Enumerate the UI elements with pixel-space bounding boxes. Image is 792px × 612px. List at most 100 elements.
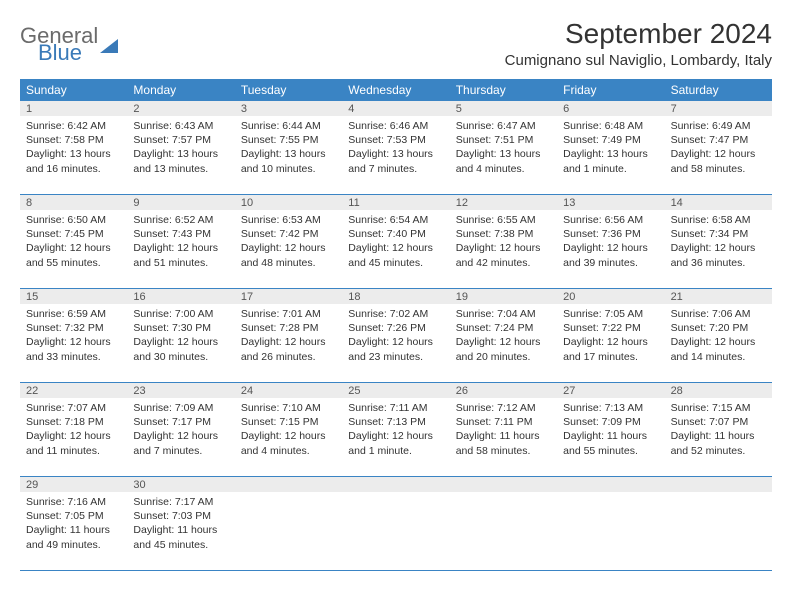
sunset-text: Sunset: 7:53 PM — [348, 133, 443, 147]
day-number: 12 — [450, 195, 557, 210]
day-number-row: 1234567 — [20, 101, 772, 116]
daylight-text: Daylight: 12 hours and 48 minutes. — [241, 241, 336, 269]
sunset-text: Sunset: 7:07 PM — [671, 415, 766, 429]
weekday-label: Saturday — [665, 79, 772, 101]
sunrise-text: Sunrise: 7:11 AM — [348, 401, 443, 415]
day-cell: Sunrise: 7:07 AMSunset: 7:18 PMDaylight:… — [20, 398, 127, 476]
sunrise-text: Sunrise: 6:48 AM — [563, 119, 658, 133]
day-cell-body: Sunrise: 7:04 AMSunset: 7:24 PMDaylight:… — [456, 307, 551, 364]
day-cell: Sunrise: 6:49 AMSunset: 7:47 PMDaylight:… — [665, 116, 772, 194]
day-number: 26 — [450, 383, 557, 398]
sunset-text: Sunset: 7:13 PM — [348, 415, 443, 429]
day-cell: Sunrise: 6:54 AMSunset: 7:40 PMDaylight:… — [342, 210, 449, 288]
weekday-label: Thursday — [450, 79, 557, 101]
sunrise-text: Sunrise: 7:04 AM — [456, 307, 551, 321]
sunrise-text: Sunrise: 6:52 AM — [133, 213, 228, 227]
sunrise-text: Sunrise: 6:58 AM — [671, 213, 766, 227]
week-row: Sunrise: 7:16 AMSunset: 7:05 PMDaylight:… — [20, 492, 772, 571]
weekday-header: Sunday Monday Tuesday Wednesday Thursday… — [20, 79, 772, 101]
day-cell: Sunrise: 6:43 AMSunset: 7:57 PMDaylight:… — [127, 116, 234, 194]
day-cell-body: Sunrise: 6:42 AMSunset: 7:58 PMDaylight:… — [26, 119, 121, 176]
day-number: 8 — [20, 195, 127, 210]
day-cell: Sunrise: 6:44 AMSunset: 7:55 PMDaylight:… — [235, 116, 342, 194]
day-cell-body: Sunrise: 6:47 AMSunset: 7:51 PMDaylight:… — [456, 119, 551, 176]
daylight-text: Daylight: 12 hours and 55 minutes. — [26, 241, 121, 269]
sunrise-text: Sunrise: 6:59 AM — [26, 307, 121, 321]
daylight-text: Daylight: 12 hours and 36 minutes. — [671, 241, 766, 269]
sunset-text: Sunset: 7:49 PM — [563, 133, 658, 147]
day-cell: Sunrise: 6:55 AMSunset: 7:38 PMDaylight:… — [450, 210, 557, 288]
sunset-text: Sunset: 7:30 PM — [133, 321, 228, 335]
weekday-label: Monday — [127, 79, 234, 101]
day-cell: Sunrise: 7:15 AMSunset: 7:07 PMDaylight:… — [665, 398, 772, 476]
day-cell-body: Sunrise: 7:06 AMSunset: 7:20 PMDaylight:… — [671, 307, 766, 364]
week-row: Sunrise: 6:59 AMSunset: 7:32 PMDaylight:… — [20, 304, 772, 383]
sunset-text: Sunset: 7:15 PM — [241, 415, 336, 429]
sunset-text: Sunset: 7:03 PM — [133, 509, 228, 523]
daylight-text: Daylight: 12 hours and 39 minutes. — [563, 241, 658, 269]
day-number: 11 — [342, 195, 449, 210]
daylight-text: Daylight: 12 hours and 42 minutes. — [456, 241, 551, 269]
day-cell — [557, 492, 664, 570]
sunrise-text: Sunrise: 6:46 AM — [348, 119, 443, 133]
day-number: 15 — [20, 289, 127, 304]
day-number — [450, 477, 557, 492]
sunset-text: Sunset: 7:51 PM — [456, 133, 551, 147]
week-row: Sunrise: 6:50 AMSunset: 7:45 PMDaylight:… — [20, 210, 772, 289]
day-cell-body: Sunrise: 7:17 AMSunset: 7:03 PMDaylight:… — [133, 495, 228, 552]
month-title: September 2024 — [505, 18, 772, 50]
day-cell: Sunrise: 6:53 AMSunset: 7:42 PMDaylight:… — [235, 210, 342, 288]
day-cell-body: Sunrise: 7:10 AMSunset: 7:15 PMDaylight:… — [241, 401, 336, 458]
day-cell-body: Sunrise: 6:59 AMSunset: 7:32 PMDaylight:… — [26, 307, 121, 364]
day-cell-body: Sunrise: 6:49 AMSunset: 7:47 PMDaylight:… — [671, 119, 766, 176]
weekday-label: Friday — [557, 79, 664, 101]
brand-logo: General Blue — [20, 18, 118, 64]
week-row: Sunrise: 7:07 AMSunset: 7:18 PMDaylight:… — [20, 398, 772, 477]
day-number: 25 — [342, 383, 449, 398]
day-number: 27 — [557, 383, 664, 398]
sunrise-text: Sunrise: 7:09 AM — [133, 401, 228, 415]
daylight-text: Daylight: 12 hours and 58 minutes. — [671, 147, 766, 175]
daylight-text: Daylight: 12 hours and 33 minutes. — [26, 335, 121, 363]
day-cell-body: Sunrise: 7:01 AMSunset: 7:28 PMDaylight:… — [241, 307, 336, 364]
day-cell-body: Sunrise: 6:53 AMSunset: 7:42 PMDaylight:… — [241, 213, 336, 270]
day-cell-body: Sunrise: 6:44 AMSunset: 7:55 PMDaylight:… — [241, 119, 336, 176]
day-cell: Sunrise: 7:16 AMSunset: 7:05 PMDaylight:… — [20, 492, 127, 570]
daylight-text: Daylight: 13 hours and 7 minutes. — [348, 147, 443, 175]
calendar-page: General Blue September 2024 Cumignano su… — [0, 0, 792, 581]
sunset-text: Sunset: 7:24 PM — [456, 321, 551, 335]
day-number: 24 — [235, 383, 342, 398]
day-cell: Sunrise: 7:10 AMSunset: 7:15 PMDaylight:… — [235, 398, 342, 476]
day-number: 4 — [342, 101, 449, 116]
day-cell-body: Sunrise: 7:15 AMSunset: 7:07 PMDaylight:… — [671, 401, 766, 458]
daylight-text: Daylight: 12 hours and 20 minutes. — [456, 335, 551, 363]
sunset-text: Sunset: 7:17 PM — [133, 415, 228, 429]
day-number: 22 — [20, 383, 127, 398]
day-cell: Sunrise: 7:17 AMSunset: 7:03 PMDaylight:… — [127, 492, 234, 570]
day-cell-body: Sunrise: 7:00 AMSunset: 7:30 PMDaylight:… — [133, 307, 228, 364]
day-number: 6 — [557, 101, 664, 116]
day-number: 29 — [20, 477, 127, 492]
sunrise-text: Sunrise: 6:55 AM — [456, 213, 551, 227]
day-cell-body: Sunrise: 6:46 AMSunset: 7:53 PMDaylight:… — [348, 119, 443, 176]
brand-text: General Blue — [20, 26, 98, 64]
daylight-text: Daylight: 12 hours and 1 minute. — [348, 429, 443, 457]
day-cell-body: Sunrise: 6:50 AMSunset: 7:45 PMDaylight:… — [26, 213, 121, 270]
day-cell: Sunrise: 7:01 AMSunset: 7:28 PMDaylight:… — [235, 304, 342, 382]
sunrise-text: Sunrise: 6:54 AM — [348, 213, 443, 227]
daylight-text: Daylight: 12 hours and 30 minutes. — [133, 335, 228, 363]
sunset-text: Sunset: 7:40 PM — [348, 227, 443, 241]
day-number: 1 — [20, 101, 127, 116]
weeks-container: 1234567 Sunrise: 6:42 AMSunset: 7:58 PMDa… — [20, 101, 772, 571]
day-number: 14 — [665, 195, 772, 210]
day-number: 23 — [127, 383, 234, 398]
sunrise-text: Sunrise: 7:12 AM — [456, 401, 551, 415]
daylight-text: Daylight: 12 hours and 26 minutes. — [241, 335, 336, 363]
weekday-label: Sunday — [20, 79, 127, 101]
day-cell: Sunrise: 6:50 AMSunset: 7:45 PMDaylight:… — [20, 210, 127, 288]
calendar-grid: Sunday Monday Tuesday Wednesday Thursday… — [20, 79, 772, 571]
week-row: Sunrise: 6:42 AMSunset: 7:58 PMDaylight:… — [20, 116, 772, 195]
day-number-row: 15161718192021 — [20, 289, 772, 304]
sunrise-text: Sunrise: 6:49 AM — [671, 119, 766, 133]
sunrise-text: Sunrise: 6:44 AM — [241, 119, 336, 133]
